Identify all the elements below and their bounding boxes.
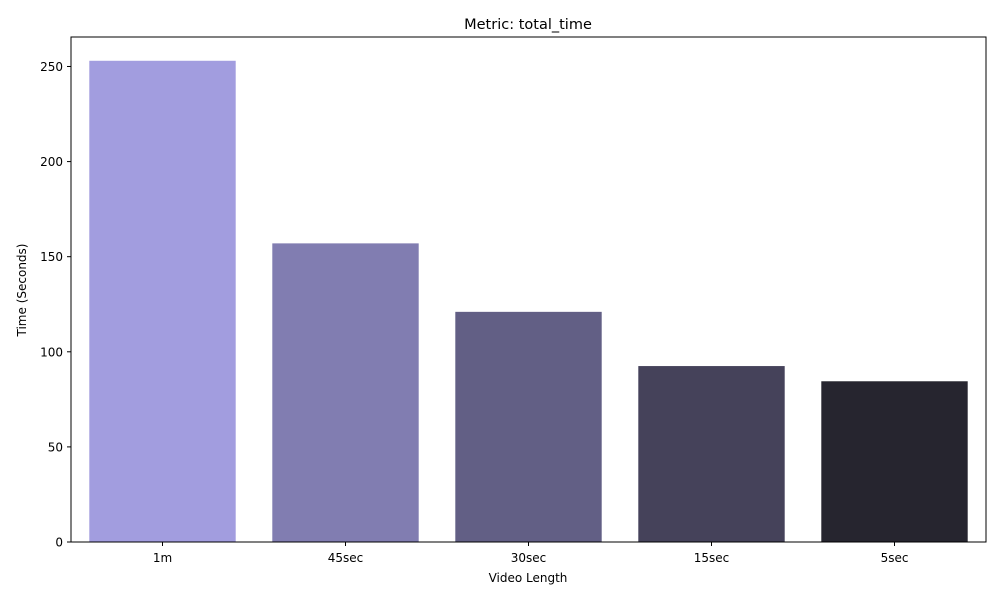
bar-30sec bbox=[455, 311, 602, 542]
y-axis-ticks: 0 50 100 150 200 250 bbox=[40, 60, 71, 550]
bars-layer bbox=[89, 60, 968, 542]
x-axis-title: Video Length bbox=[489, 571, 568, 585]
bar-1m bbox=[89, 60, 236, 542]
y-tick-label: 50 bbox=[48, 440, 63, 454]
x-axis-ticks: 1m 45sec 30sec 15sec 5sec bbox=[153, 542, 909, 565]
bar-45sec bbox=[272, 243, 419, 542]
x-tick-label: 15sec bbox=[694, 551, 730, 565]
x-tick-label: 1m bbox=[153, 551, 172, 565]
y-tick-label: 100 bbox=[40, 345, 63, 359]
x-tick-label: 5sec bbox=[881, 551, 909, 565]
y-axis-title: Time (Seconds) bbox=[15, 244, 29, 338]
y-tick-label: 250 bbox=[40, 60, 63, 74]
y-tick-label: 0 bbox=[55, 536, 63, 550]
x-tick-label: 45sec bbox=[328, 551, 364, 565]
plot-frame bbox=[70, 36, 987, 543]
y-tick-label: 150 bbox=[40, 250, 63, 264]
bar-15sec bbox=[638, 366, 785, 542]
x-tick-label: 30sec bbox=[511, 551, 547, 565]
y-tick-label: 200 bbox=[40, 155, 63, 169]
chart-title: Metric: total_time bbox=[464, 17, 592, 33]
bar-5sec bbox=[821, 381, 968, 542]
